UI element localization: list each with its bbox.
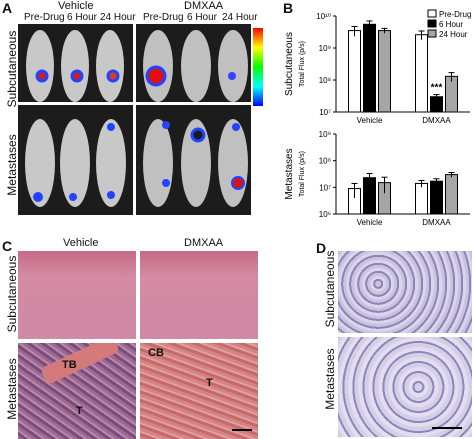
annotation-tb: TB — [62, 359, 77, 371]
row-label-subcutaneous: Subcutaneous — [5, 255, 19, 333]
bar — [445, 174, 458, 215]
timepoint-label: Pre-Drug — [143, 12, 184, 23]
timepoint-label: 24 Hour — [222, 12, 258, 23]
tumor-border-region — [39, 343, 121, 386]
panel-letter-d: D — [316, 240, 327, 256]
panel-b-charts: 10⁷ 10⁸ 10⁹ 10¹⁰ Subcutaneous Total Flux (p/s… — [284, 9, 471, 227]
mice-illustration — [26, 30, 124, 102]
y-axis-label-units: Total Flux (p/s) — [299, 41, 306, 87]
legend-label: 24 Hour — [439, 30, 468, 39]
timepoint-label: 6 Hour — [187, 12, 218, 23]
annotation-t: T — [206, 377, 213, 389]
dmxaa-label: DMXAA — [184, 237, 224, 249]
annotation-cb: CB — [148, 347, 164, 359]
legend-label: 6 Hour — [439, 20, 463, 29]
legend-swatch — [427, 29, 437, 38]
dmxaa-label: DMXAA — [184, 0, 224, 12]
panel-letter-b: B — [283, 0, 294, 16]
bar — [378, 30, 391, 113]
mice-illustration — [25, 119, 126, 207]
dmxaa-subcutaneous-histology — [140, 251, 258, 339]
row-label-subcutaneous: Subcutaneous — [5, 30, 19, 108]
subcutaneous-ihc-image — [338, 251, 472, 333]
y-axis-label: Metastases — [284, 148, 295, 199]
vehicle-subcutaneous-histology — [18, 251, 136, 339]
vehicle-label: Vehicle — [63, 237, 99, 249]
y-tick-label: 10¹⁰ — [316, 12, 331, 21]
x-tick-label: DMXAA — [422, 116, 451, 125]
bar — [415, 182, 428, 215]
vehicle-metastases-image — [18, 105, 133, 215]
dmxaa-metastases-image — [136, 105, 251, 215]
dmxaa-metastases-histology: CB T — [140, 343, 258, 439]
x-tick-label: DMXAA — [422, 218, 451, 227]
legend-swatch — [427, 19, 437, 28]
y-tick-label: 10⁸ — [319, 76, 331, 85]
vehicle-metastases-histology: TB T — [18, 343, 136, 439]
vehicle-subcutaneous-image — [18, 24, 133, 102]
legend-label: Pre-Drug — [439, 10, 471, 19]
timepoint-label: Pre-Drug — [24, 12, 65, 23]
row-label-metastases: Metastases — [5, 134, 19, 196]
row-label-subcutaneous: Subcutaneous — [323, 250, 337, 328]
significance-annotation: *** — [431, 83, 443, 94]
bar — [415, 34, 428, 113]
mice-illustration — [143, 30, 248, 102]
y-tick-label: 10⁹ — [319, 44, 331, 53]
timepoint-label: 24 Hour — [100, 12, 136, 23]
dmxaa-subcutaneous-image — [136, 24, 251, 102]
legend-swatch — [427, 9, 437, 18]
color-scale-bar — [253, 28, 263, 106]
x-tick-label: Vehicle — [357, 218, 383, 227]
y-axis-label-units: Total Flux (p/s) — [299, 151, 306, 197]
x-tick-label: Vehicle — [357, 116, 383, 125]
panel-letter-c: C — [2, 238, 13, 254]
annotation-t: T — [76, 405, 83, 417]
bar — [363, 23, 376, 113]
y-tick-label: 10⁸ — [319, 157, 331, 166]
row-label-metastases: Metastases — [5, 358, 19, 420]
scale-bar — [232, 429, 252, 431]
panel-letter-a: A — [2, 0, 13, 16]
timepoint-label: 6 Hour — [67, 12, 98, 23]
bar — [430, 180, 443, 215]
y-tick-label: 10⁶ — [319, 210, 331, 219]
bar — [348, 30, 361, 113]
mice-illustration — [143, 119, 248, 207]
y-tick-label: 10⁷ — [319, 183, 331, 192]
scale-bar — [432, 427, 462, 429]
metastases-ihc-image — [338, 337, 472, 437]
vehicle-label: Vehicle — [58, 0, 94, 12]
y-axis-label: Subcutaneous — [284, 32, 295, 96]
y-tick-label: 10⁹ — [319, 130, 331, 139]
y-tick-label: 10⁷ — [319, 108, 331, 117]
bar — [445, 75, 458, 113]
row-label-metastases: Metastases — [323, 348, 337, 410]
